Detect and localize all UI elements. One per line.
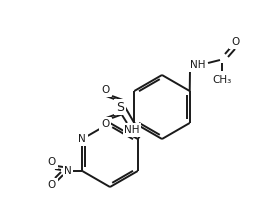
- Text: NH: NH: [190, 60, 206, 70]
- Text: O: O: [231, 37, 239, 47]
- Text: O: O: [48, 180, 56, 190]
- Text: O: O: [48, 157, 56, 167]
- Text: N: N: [78, 134, 86, 144]
- Text: S: S: [116, 101, 124, 113]
- Text: N: N: [64, 166, 72, 176]
- Text: O: O: [101, 85, 109, 95]
- Text: O: O: [101, 119, 109, 129]
- Text: CH₃: CH₃: [212, 75, 232, 85]
- Text: NH: NH: [124, 125, 140, 135]
